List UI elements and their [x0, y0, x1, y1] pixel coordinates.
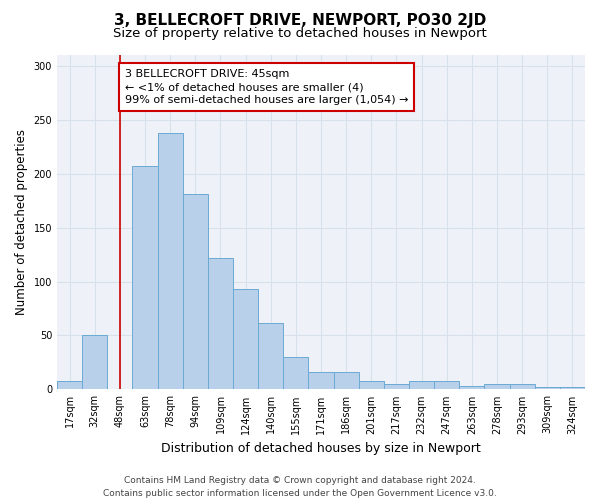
Text: 3, BELLECROFT DRIVE, NEWPORT, PO30 2JD: 3, BELLECROFT DRIVE, NEWPORT, PO30 2JD: [114, 12, 486, 28]
Bar: [283, 357, 308, 390]
X-axis label: Distribution of detached houses by size in Newport: Distribution of detached houses by size …: [161, 442, 481, 455]
Y-axis label: Number of detached properties: Number of detached properties: [15, 129, 28, 315]
Bar: [509, 384, 535, 390]
Bar: [560, 388, 585, 390]
Bar: [308, 372, 334, 390]
Text: Contains HM Land Registry data © Crown copyright and database right 2024.
Contai: Contains HM Land Registry data © Crown c…: [103, 476, 497, 498]
Bar: [133, 166, 158, 390]
Bar: [258, 322, 283, 390]
Bar: [82, 336, 107, 390]
Bar: [434, 381, 459, 390]
Bar: [459, 386, 484, 390]
Bar: [484, 384, 509, 390]
Bar: [535, 388, 560, 390]
Bar: [208, 258, 233, 390]
Bar: [158, 132, 183, 390]
Bar: [183, 194, 208, 390]
Bar: [359, 381, 384, 390]
Text: Size of property relative to detached houses in Newport: Size of property relative to detached ho…: [113, 28, 487, 40]
Text: 3 BELLECROFT DRIVE: 45sqm
← <1% of detached houses are smaller (4)
99% of semi-d: 3 BELLECROFT DRIVE: 45sqm ← <1% of detac…: [125, 69, 409, 106]
Bar: [233, 289, 258, 390]
Bar: [409, 381, 434, 390]
Bar: [384, 384, 409, 390]
Bar: [57, 381, 82, 390]
Bar: [334, 372, 359, 390]
